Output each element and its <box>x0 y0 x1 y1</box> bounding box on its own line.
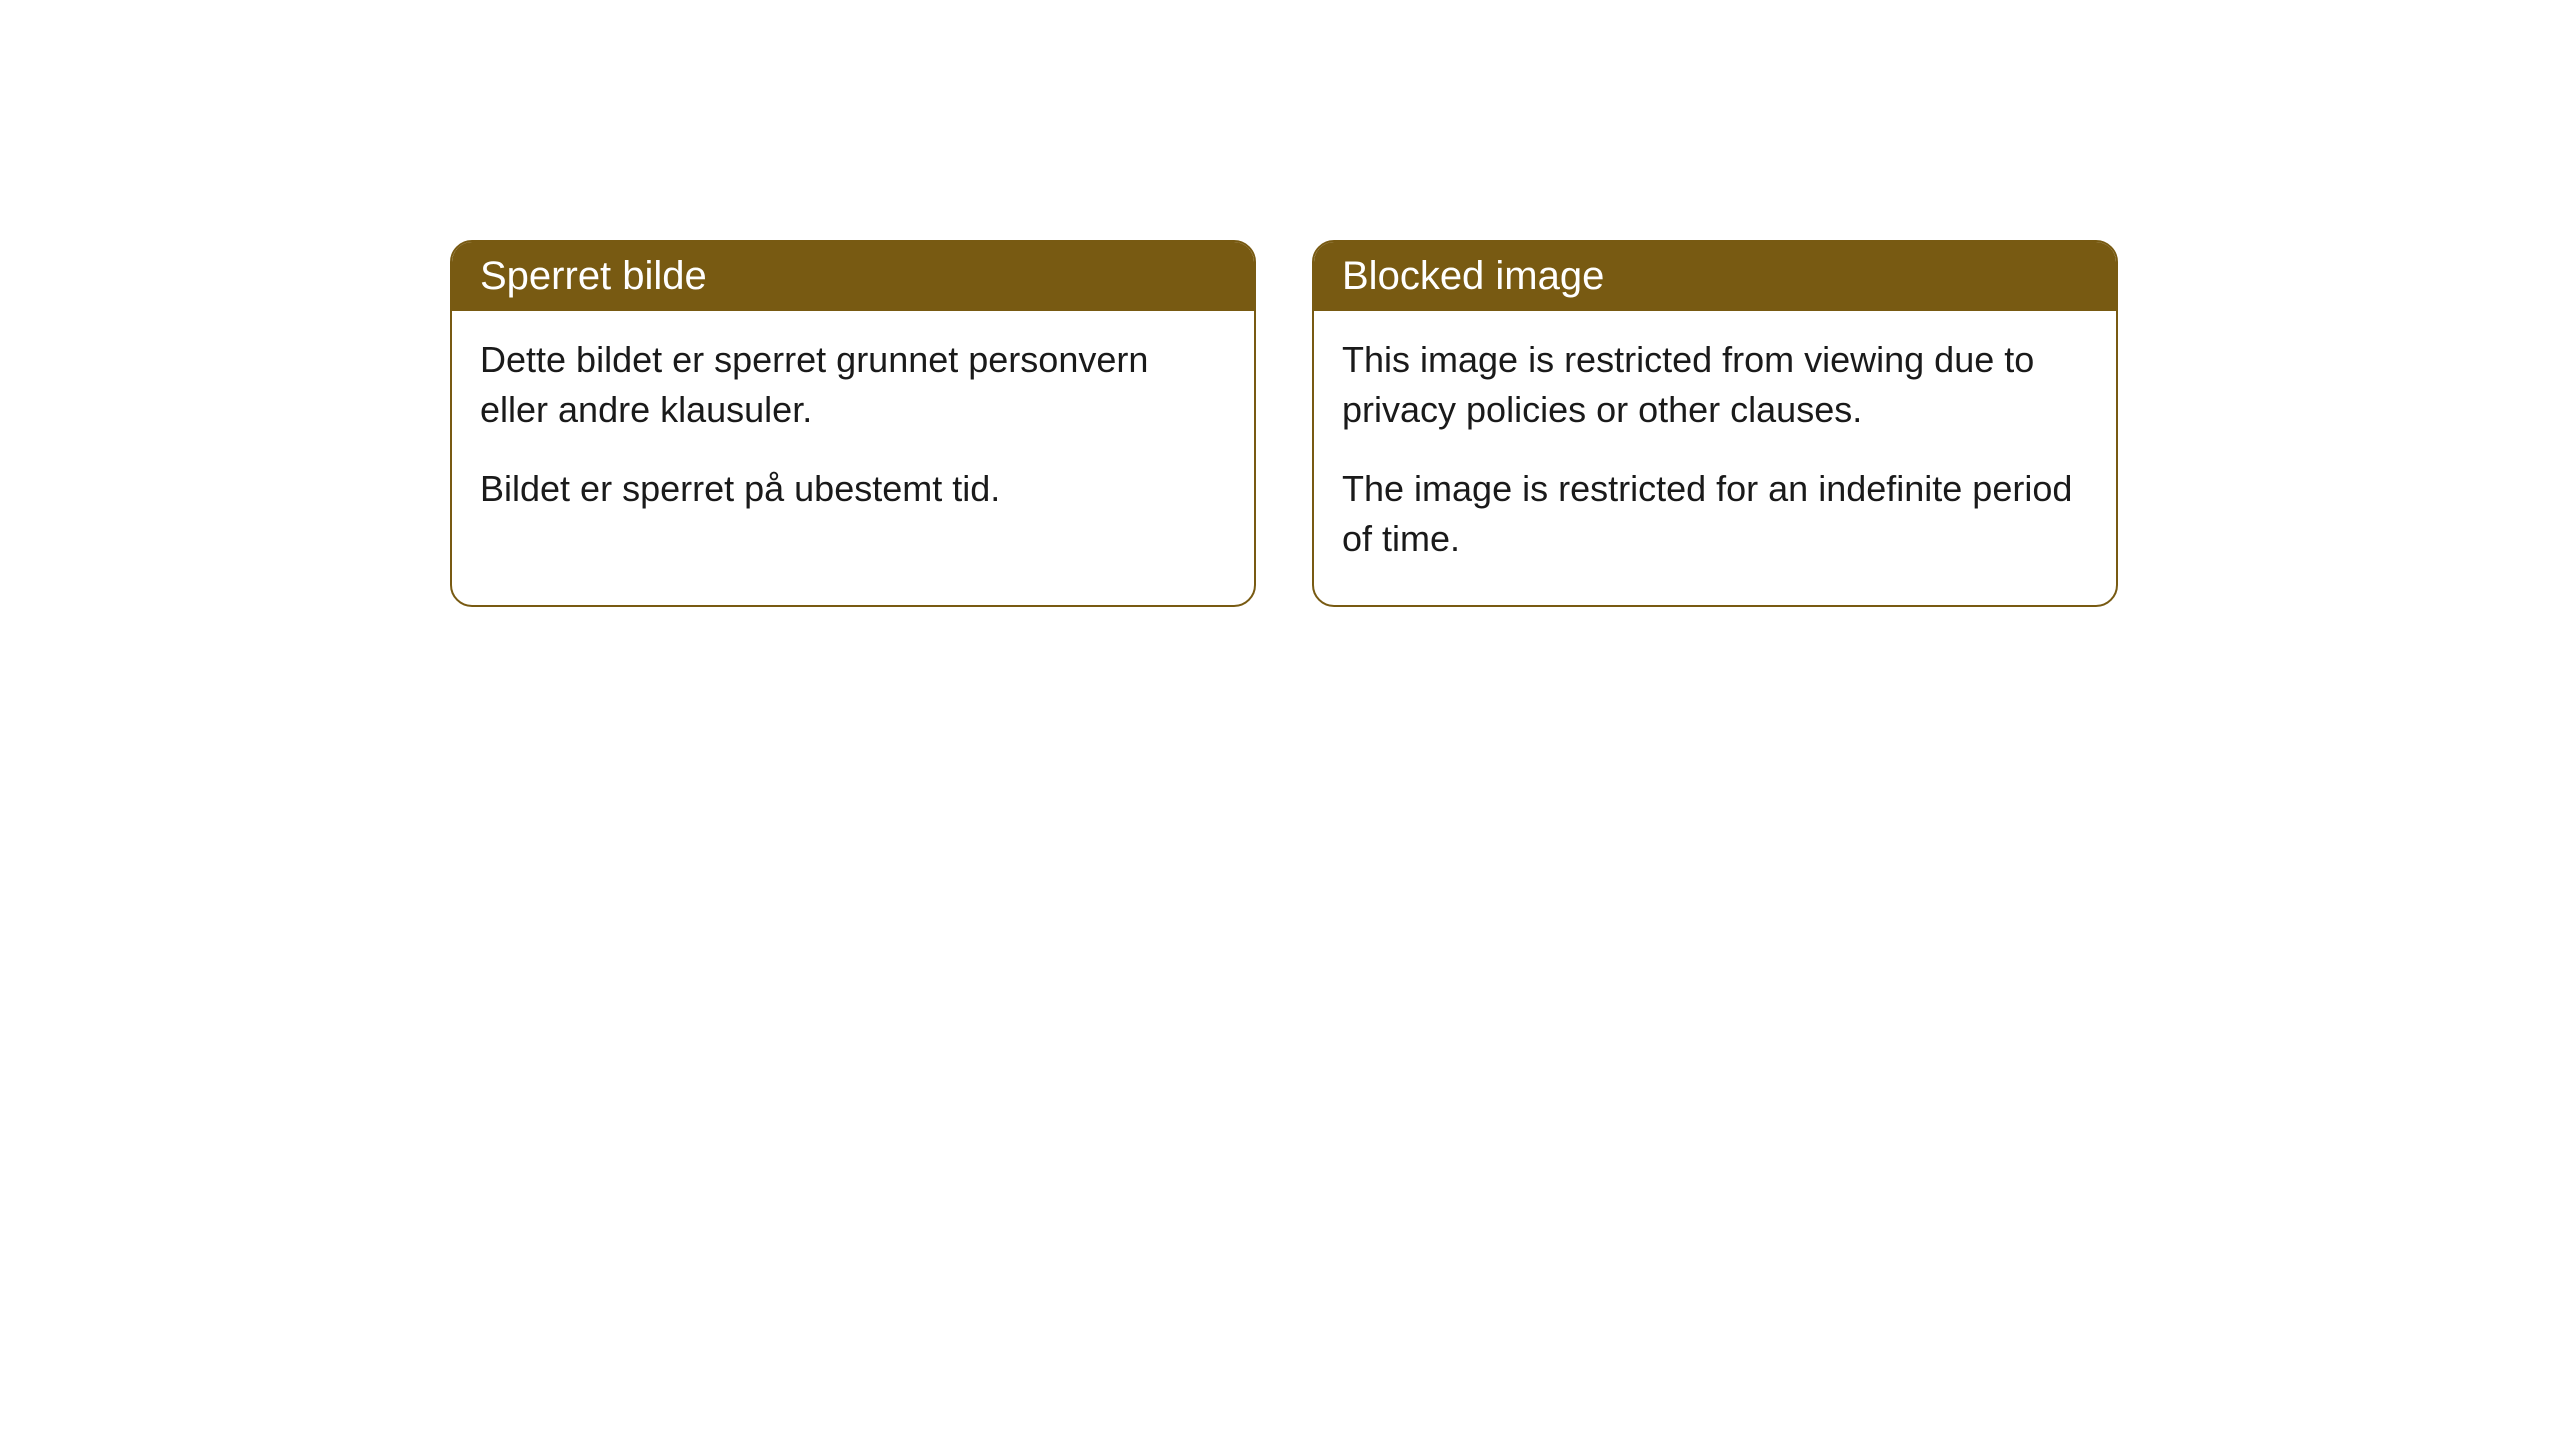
card-paragraph-1: This image is restricted from viewing du… <box>1342 335 2088 436</box>
card-body-english: This image is restricted from viewing du… <box>1314 311 2116 605</box>
notice-cards-container: Sperret bilde Dette bildet er sperret gr… <box>450 240 2118 607</box>
blocked-image-card-english: Blocked image This image is restricted f… <box>1312 240 2118 607</box>
card-paragraph-2: Bildet er sperret på ubestemt tid. <box>480 464 1226 514</box>
card-title: Blocked image <box>1342 254 1604 298</box>
card-header-norwegian: Sperret bilde <box>452 242 1254 311</box>
card-body-norwegian: Dette bildet er sperret grunnet personve… <box>452 311 1254 554</box>
card-paragraph-1: Dette bildet er sperret grunnet personve… <box>480 335 1226 436</box>
blocked-image-card-norwegian: Sperret bilde Dette bildet er sperret gr… <box>450 240 1256 607</box>
card-header-english: Blocked image <box>1314 242 2116 311</box>
card-title: Sperret bilde <box>480 254 707 298</box>
card-paragraph-2: The image is restricted for an indefinit… <box>1342 464 2088 565</box>
